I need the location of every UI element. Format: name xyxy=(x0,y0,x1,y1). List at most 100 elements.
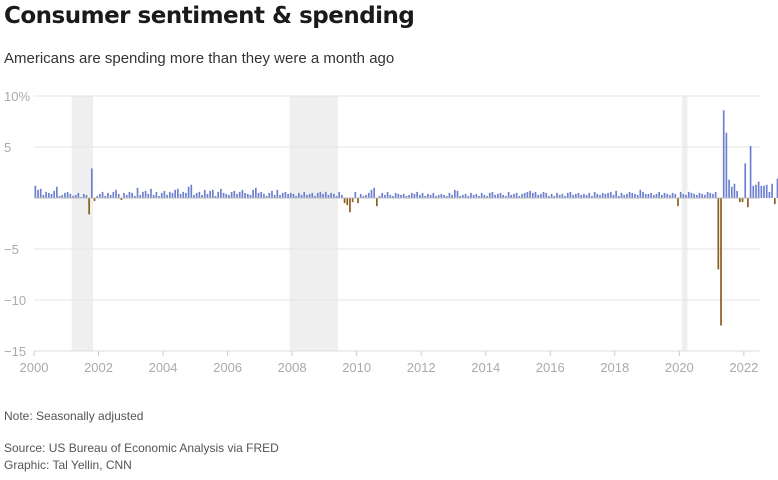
bar xyxy=(717,198,720,270)
bar xyxy=(437,194,440,198)
bar xyxy=(655,193,658,198)
bar xyxy=(298,192,300,198)
bar xyxy=(467,195,470,198)
bar xyxy=(566,192,569,198)
bar xyxy=(58,195,61,198)
bar xyxy=(346,198,349,206)
recession-band-1 xyxy=(71,96,94,351)
bar xyxy=(177,188,179,198)
bar xyxy=(311,192,314,198)
bar xyxy=(115,189,117,198)
bar xyxy=(99,193,101,198)
bar xyxy=(776,178,778,198)
bar xyxy=(529,190,531,198)
bar xyxy=(292,193,295,198)
y-gridlines xyxy=(34,95,760,352)
x-tick-label: 2012 xyxy=(407,360,436,375)
bar xyxy=(163,190,166,198)
bar xyxy=(537,194,539,198)
bar xyxy=(147,193,150,198)
bar xyxy=(381,192,384,198)
bar xyxy=(66,191,69,198)
bar xyxy=(720,198,722,326)
bar xyxy=(64,192,66,198)
bar xyxy=(255,187,257,198)
bar xyxy=(577,192,580,198)
bar xyxy=(472,194,475,198)
bar xyxy=(45,191,47,198)
x-tick-label: 2020 xyxy=(665,360,694,375)
bar xyxy=(443,194,445,198)
bar xyxy=(268,192,271,198)
bar xyxy=(768,191,771,198)
bar xyxy=(599,194,601,198)
bar xyxy=(365,194,367,198)
bar xyxy=(362,195,365,198)
bar xyxy=(158,195,160,198)
bar xyxy=(564,195,566,198)
bar xyxy=(429,194,432,198)
bar xyxy=(470,192,472,198)
bar xyxy=(314,195,316,198)
bar xyxy=(561,193,564,198)
bar xyxy=(771,183,773,198)
bar xyxy=(714,191,717,198)
bar xyxy=(335,195,338,198)
bar xyxy=(128,191,131,198)
bar xyxy=(300,194,303,198)
bar xyxy=(583,193,585,198)
bar xyxy=(330,192,332,198)
bar xyxy=(677,198,679,207)
x-tick-label: 2000 xyxy=(20,360,49,375)
bar xyxy=(107,192,109,198)
bar xyxy=(421,192,424,198)
bar xyxy=(139,194,142,198)
bar xyxy=(281,192,284,198)
bar xyxy=(117,193,120,198)
bar xyxy=(607,192,609,198)
x-tick-label: 2018 xyxy=(600,360,629,375)
bar xyxy=(131,192,133,198)
bar xyxy=(209,190,211,198)
bar xyxy=(515,192,518,198)
bar xyxy=(166,194,168,198)
bar xyxy=(462,194,464,198)
bar xyxy=(706,191,709,198)
bar xyxy=(435,195,437,198)
bar xyxy=(206,193,209,198)
bar xyxy=(319,191,322,198)
bar xyxy=(760,185,763,198)
bar xyxy=(389,194,392,198)
bar xyxy=(61,194,64,198)
bar xyxy=(698,192,701,198)
bar xyxy=(604,193,607,198)
bar xyxy=(507,191,510,198)
bar xyxy=(505,195,507,198)
bar xyxy=(42,194,45,198)
bar xyxy=(526,191,529,198)
bar xyxy=(464,193,467,198)
bar xyxy=(190,184,193,198)
bar xyxy=(185,192,187,198)
bar xyxy=(545,192,548,198)
bar xyxy=(453,189,456,198)
bar xyxy=(744,163,747,198)
bar xyxy=(518,195,521,198)
bar xyxy=(765,184,768,198)
bar xyxy=(456,190,459,198)
bar xyxy=(644,193,647,198)
bar xyxy=(574,193,577,198)
bar xyxy=(550,193,553,198)
x-tick-label: 2008 xyxy=(278,360,307,375)
bar xyxy=(349,198,351,213)
bar xyxy=(74,194,77,198)
bar xyxy=(609,191,612,198)
bar xyxy=(384,194,386,198)
bar xyxy=(448,192,451,198)
bar xyxy=(440,193,443,198)
bar xyxy=(152,194,155,198)
bar xyxy=(39,188,42,198)
bar xyxy=(308,193,311,198)
bar xyxy=(763,185,765,198)
bar xyxy=(306,194,308,198)
